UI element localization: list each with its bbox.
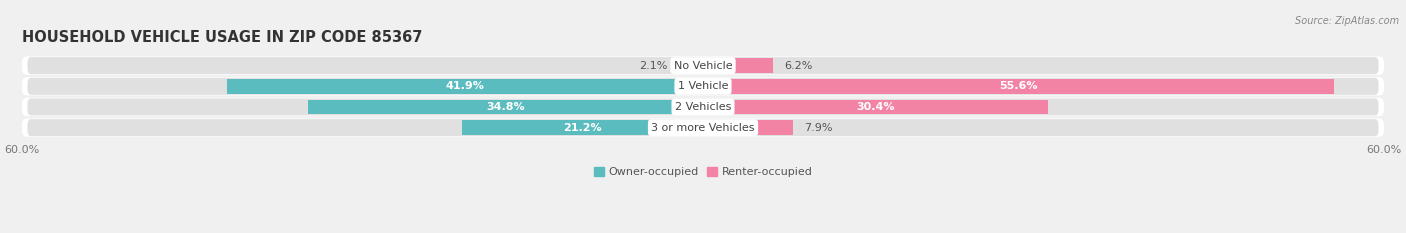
Text: 41.9%: 41.9% xyxy=(446,81,485,91)
Text: 7.9%: 7.9% xyxy=(804,123,832,133)
FancyBboxPatch shape xyxy=(28,119,1378,136)
Text: 34.8%: 34.8% xyxy=(486,102,524,112)
FancyBboxPatch shape xyxy=(21,57,1385,75)
FancyBboxPatch shape xyxy=(28,57,1378,74)
Text: HOUSEHOLD VEHICLE USAGE IN ZIP CODE 85367: HOUSEHOLD VEHICLE USAGE IN ZIP CODE 8536… xyxy=(21,30,422,45)
Bar xyxy=(703,99,1047,114)
Text: 3 or more Vehicles: 3 or more Vehicles xyxy=(651,123,755,133)
Bar xyxy=(703,120,793,135)
Text: 2.1%: 2.1% xyxy=(640,61,668,71)
FancyBboxPatch shape xyxy=(21,77,1385,95)
Text: No Vehicle: No Vehicle xyxy=(673,61,733,71)
Text: 1 Vehicle: 1 Vehicle xyxy=(678,81,728,91)
Bar xyxy=(308,99,703,114)
Text: 30.4%: 30.4% xyxy=(856,102,894,112)
Text: 6.2%: 6.2% xyxy=(785,61,813,71)
Bar xyxy=(228,79,703,94)
Text: 2 Vehicles: 2 Vehicles xyxy=(675,102,731,112)
Bar xyxy=(463,120,703,135)
FancyBboxPatch shape xyxy=(28,99,1378,115)
FancyBboxPatch shape xyxy=(28,78,1378,95)
Text: 55.6%: 55.6% xyxy=(1000,81,1038,91)
FancyBboxPatch shape xyxy=(21,98,1385,116)
Text: 21.2%: 21.2% xyxy=(564,123,602,133)
Bar xyxy=(703,58,773,73)
Bar xyxy=(679,58,703,73)
Legend: Owner-occupied, Renter-occupied: Owner-occupied, Renter-occupied xyxy=(589,163,817,182)
Text: Source: ZipAtlas.com: Source: ZipAtlas.com xyxy=(1295,16,1399,26)
FancyBboxPatch shape xyxy=(21,119,1385,137)
Bar xyxy=(703,79,1334,94)
